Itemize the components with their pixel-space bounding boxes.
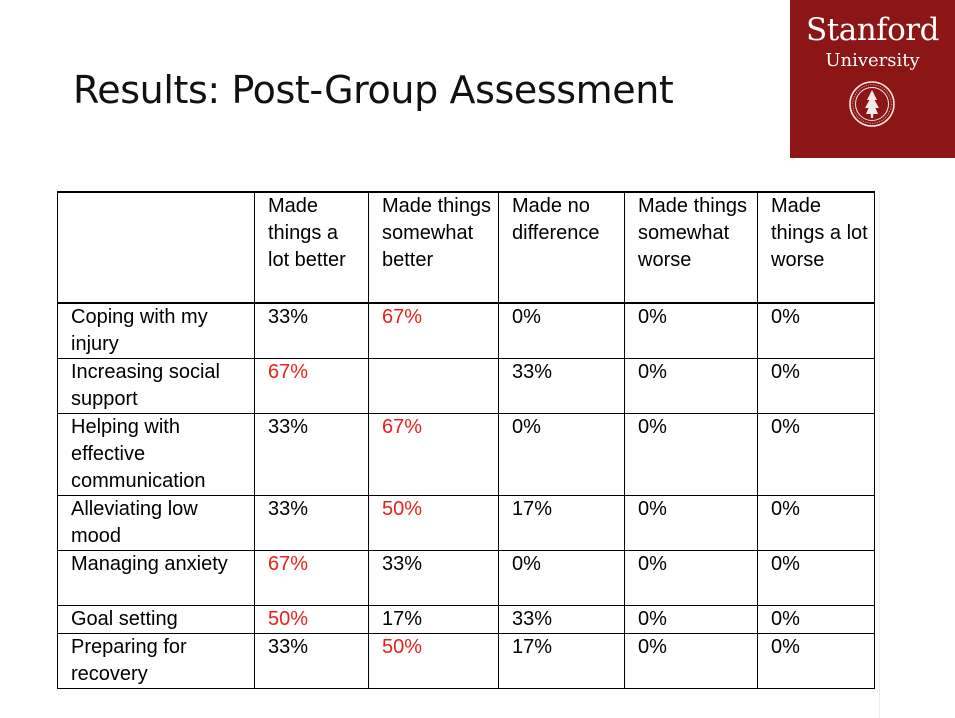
logo-subtitle: University bbox=[825, 50, 920, 71]
cell-a-lot-worse: 0% bbox=[757, 495, 875, 551]
cell-somewhat-worse: 0% bbox=[624, 302, 758, 359]
cell-a-lot-better: 33% bbox=[254, 302, 369, 359]
cell-somewhat-worse: 0% bbox=[624, 358, 758, 414]
cell-no-difference: 33% bbox=[498, 358, 625, 414]
row-label: Managing anxiety bbox=[57, 550, 255, 606]
logo-name: Stanford bbox=[806, 12, 939, 48]
cell-no-difference: 0% bbox=[498, 413, 625, 496]
cell-a-lot-better: 33% bbox=[254, 495, 369, 551]
header-a-lot-better: Made things a lot better bbox=[254, 191, 369, 304]
cell-somewhat-worse: 0% bbox=[624, 550, 758, 606]
cell-a-lot-worse: 0% bbox=[757, 633, 875, 689]
cell-somewhat-worse: 0% bbox=[624, 633, 758, 689]
cell-a-lot-worse: 0% bbox=[757, 302, 875, 359]
header-row: Made things a lot better Made things som… bbox=[57, 191, 875, 304]
cell-somewhat-better bbox=[368, 358, 499, 414]
table-row: Coping with my injury 33% 67% 0% 0% 0% bbox=[57, 302, 875, 359]
slide-edge-divider bbox=[879, 191, 880, 718]
cell-no-difference: 0% bbox=[498, 550, 625, 606]
cell-no-difference: 17% bbox=[498, 495, 625, 551]
cell-a-lot-worse: 0% bbox=[757, 605, 875, 634]
cell-somewhat-worse: 0% bbox=[624, 605, 758, 634]
cell-somewhat-better: 67% bbox=[368, 413, 499, 496]
header-no-difference: Made no difference bbox=[498, 191, 625, 304]
cell-a-lot-better: 50% bbox=[254, 605, 369, 634]
header-somewhat-worse: Made things somewhat worse bbox=[624, 191, 758, 304]
cell-a-lot-worse: 0% bbox=[757, 358, 875, 414]
cell-a-lot-worse: 0% bbox=[757, 413, 875, 496]
row-label: Preparing for recovery bbox=[57, 633, 255, 689]
results-table: Made things a lot better Made things som… bbox=[57, 191, 875, 689]
stanford-seal-icon bbox=[849, 81, 895, 127]
row-label: Goal setting bbox=[57, 605, 255, 634]
cell-a-lot-better: 33% bbox=[254, 413, 369, 496]
table-row: Alleviating low mood 33% 50% 17% 0% 0% bbox=[57, 495, 875, 551]
cell-no-difference: 33% bbox=[498, 605, 625, 634]
table-row: Managing anxiety 67% 33% 0% 0% 0% bbox=[57, 550, 875, 606]
cell-no-difference: 17% bbox=[498, 633, 625, 689]
header-a-lot-worse: Made things a lot worse bbox=[757, 191, 875, 304]
cell-somewhat-better: 33% bbox=[368, 550, 499, 606]
cell-somewhat-better: 17% bbox=[368, 605, 499, 634]
cell-a-lot-better: 67% bbox=[254, 358, 369, 414]
table-row: Increasing social support 67% 33% 0% 0% bbox=[57, 358, 875, 414]
table-row: Preparing for recovery 33% 50% 17% 0% 0% bbox=[57, 633, 875, 689]
cell-a-lot-better: 33% bbox=[254, 633, 369, 689]
cell-somewhat-better: 50% bbox=[368, 495, 499, 551]
header-somewhat-better: Made things somewhat better bbox=[368, 191, 499, 304]
cell-no-difference: 0% bbox=[498, 302, 625, 359]
cell-somewhat-better: 50% bbox=[368, 633, 499, 689]
cell-somewhat-worse: 0% bbox=[624, 495, 758, 551]
table-row: Goal setting 50% 17% 33% 0% 0% bbox=[57, 605, 875, 634]
cell-somewhat-worse: 0% bbox=[624, 413, 758, 496]
slide-title: Results: Post-Group Assessment bbox=[73, 68, 674, 112]
cell-somewhat-better: 67% bbox=[368, 302, 499, 359]
row-label: Helping with effective communication bbox=[57, 413, 255, 496]
stanford-logo: Stanford University bbox=[790, 0, 955, 158]
row-label: Coping with my injury bbox=[57, 302, 255, 359]
cell-a-lot-better: 67% bbox=[254, 550, 369, 606]
header-corner bbox=[57, 191, 255, 304]
row-label: Alleviating low mood bbox=[57, 495, 255, 551]
cell-a-lot-worse: 0% bbox=[757, 550, 875, 606]
table-row: Helping with effective communication 33%… bbox=[57, 413, 875, 496]
row-label: Increasing social support bbox=[57, 358, 255, 414]
